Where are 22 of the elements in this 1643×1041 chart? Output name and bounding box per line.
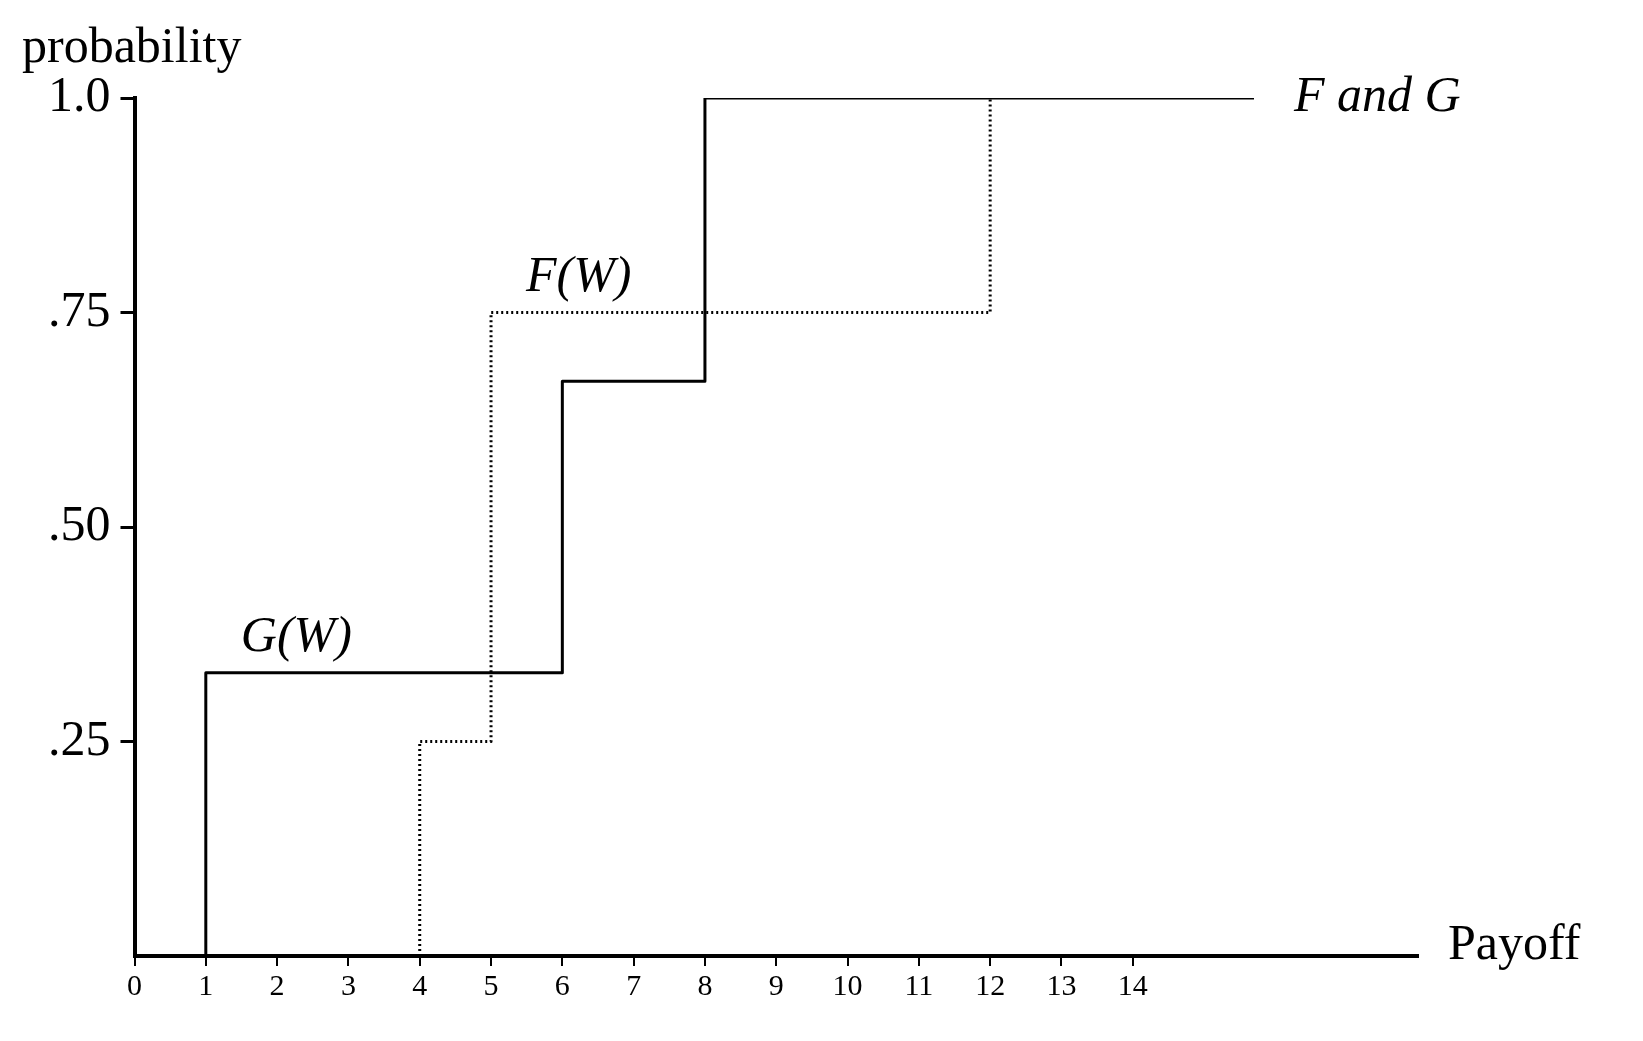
x-tick-label: 13 — [1046, 967, 1077, 1001]
x-tick-label: 1 — [198, 967, 214, 1001]
x-tick-label: 0 — [127, 967, 142, 1001]
y-tick-label: .75 — [48, 280, 111, 337]
x-axis-title: Payoff — [1448, 914, 1581, 971]
series-label: G(W) — [240, 606, 352, 662]
x-tick-label: 12 — [975, 967, 1006, 1001]
x-tick-label: 6 — [554, 967, 570, 1001]
x-tick-label: 7 — [626, 967, 642, 1001]
x-tick-label: 8 — [697, 967, 713, 1001]
x-tick-label: 3 — [340, 967, 356, 1001]
y-tick-label: .25 — [48, 709, 111, 766]
y-tick-label: .50 — [48, 495, 111, 552]
x-tick-label: 5 — [483, 967, 499, 1001]
annotation: F and G — [1293, 66, 1461, 123]
x-tick-label: 2 — [269, 967, 285, 1001]
x-tick-label: 4 — [412, 967, 428, 1001]
x-tick-label: 10 — [832, 967, 863, 1001]
x-tick-label: 11 — [904, 967, 934, 1001]
x-tick-label: 14 — [1117, 967, 1148, 1001]
series-label: F(W) — [525, 245, 632, 302]
x-tick-label: 9 — [768, 967, 784, 1001]
